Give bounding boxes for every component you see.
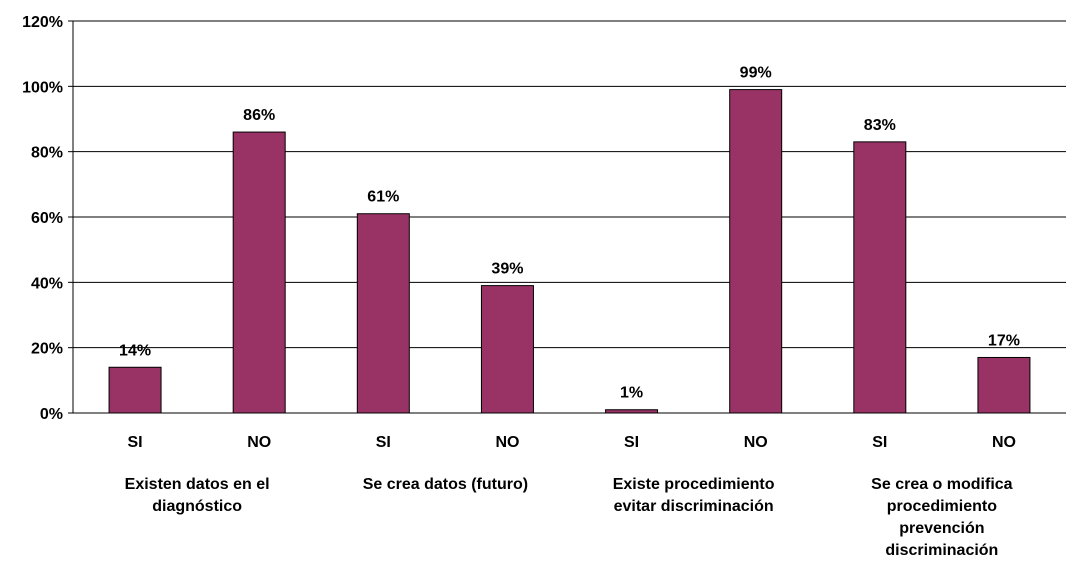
group-label: Se crea o modifica procedimiento prevenció… [871,476,1012,559]
y-tick-label: 0% [40,406,63,423]
x-tick-label: SI [624,434,639,451]
group-label: Existen datos en el diagnóstico [125,476,270,515]
y-tick-label: 80% [31,145,63,162]
x-tick-label: SI [128,434,143,451]
bar [108,366,162,414]
y-tick-label: 120% [22,14,63,31]
x-tick-label: NO [495,434,519,451]
data-label: 1% [620,385,643,402]
data-label: 14% [119,342,151,359]
y-tick-label: 40% [31,275,63,292]
group-label: Se crea datos (futuro) [363,476,528,493]
data-labels: 14% 86% 61% 39% 1% 99% 83% 17% [119,65,1020,402]
y-tick-label: 60% [31,210,63,227]
bars [108,89,1031,414]
data-label: 17% [988,332,1020,349]
group-labels: Existen datos en el diagnóstico Se crea da… [125,476,1013,559]
x-tick-label: NO [247,434,271,451]
bar [977,356,1031,414]
x-tick-label: NO [992,434,1016,451]
x-tick-label: SI [872,434,887,451]
bar [729,89,783,414]
data-label: 83% [864,117,896,134]
gridlines [73,20,1066,349]
data-label: 99% [740,65,772,82]
axes [68,20,1066,414]
y-tick-label: 20% [31,341,63,358]
x-tick-label: NO [744,434,768,451]
bar [480,285,534,414]
bar [232,131,286,414]
y-tick-label: 100% [22,79,63,96]
data-label: 86% [243,107,275,124]
y-axis-ticks: 0% 20% 40% 60% 80% 100% 120% [22,14,63,423]
category-labels: SI NO SI NO SI NO SI NO [128,434,1016,451]
bar [356,213,410,414]
group-label: Existe procedimiento evitar discriminació… [613,476,775,515]
x-tick-label: SI [376,434,391,451]
data-label: 39% [491,261,523,278]
bar [853,141,907,414]
data-label: 61% [367,189,399,206]
